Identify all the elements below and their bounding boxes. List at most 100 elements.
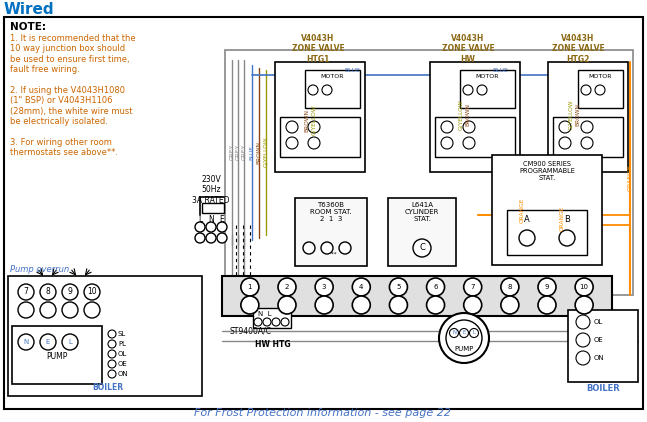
Text: BROWN: BROWN bbox=[575, 103, 580, 127]
Text: N: N bbox=[452, 330, 456, 335]
Circle shape bbox=[18, 284, 34, 300]
Bar bbox=[430, 62, 520, 172]
Text: BLUE: BLUE bbox=[492, 68, 508, 73]
Bar bbox=[578, 70, 623, 108]
Text: ON: ON bbox=[118, 371, 129, 377]
Circle shape bbox=[206, 233, 216, 243]
Bar bbox=[388, 198, 456, 266]
Bar bbox=[553, 117, 623, 157]
Circle shape bbox=[40, 302, 56, 318]
Text: L: L bbox=[68, 339, 72, 345]
Text: N: N bbox=[23, 339, 28, 345]
Text: N  L: N L bbox=[258, 311, 272, 317]
Text: 8: 8 bbox=[508, 284, 512, 290]
Text: MOTOR: MOTOR bbox=[476, 74, 499, 79]
Circle shape bbox=[559, 137, 571, 149]
Text: 4: 4 bbox=[359, 284, 364, 290]
Bar bbox=[492, 155, 602, 265]
Bar bbox=[222, 276, 612, 316]
Circle shape bbox=[389, 296, 408, 314]
Text: 10: 10 bbox=[87, 287, 97, 297]
Text: E: E bbox=[46, 339, 50, 345]
Text: 6: 6 bbox=[433, 284, 438, 290]
Circle shape bbox=[281, 318, 289, 326]
Circle shape bbox=[581, 121, 593, 133]
Circle shape bbox=[62, 334, 78, 350]
Text: V4043H
ZONE VALVE
HW: V4043H ZONE VALVE HW bbox=[442, 34, 494, 64]
Circle shape bbox=[40, 284, 56, 300]
Text: G/YELLOW: G/YELLOW bbox=[263, 137, 269, 167]
Text: BROWN: BROWN bbox=[305, 108, 309, 132]
Text: 8: 8 bbox=[46, 287, 50, 297]
Circle shape bbox=[263, 318, 271, 326]
Text: BLUE: BLUE bbox=[250, 144, 254, 160]
Text: C: C bbox=[419, 243, 425, 252]
Circle shape bbox=[315, 296, 333, 314]
Bar bbox=[12, 326, 102, 384]
Circle shape bbox=[322, 85, 332, 95]
Circle shape bbox=[352, 278, 370, 296]
Circle shape bbox=[308, 85, 318, 95]
Circle shape bbox=[254, 318, 262, 326]
Text: PL: PL bbox=[118, 341, 126, 347]
Text: ORANGE: ORANGE bbox=[560, 206, 565, 231]
Circle shape bbox=[439, 313, 489, 363]
Circle shape bbox=[463, 121, 475, 133]
Text: ST9400A/C: ST9400A/C bbox=[230, 326, 272, 335]
Bar bbox=[253, 308, 291, 328]
Circle shape bbox=[62, 302, 78, 318]
Circle shape bbox=[286, 137, 298, 149]
Circle shape bbox=[278, 296, 296, 314]
Text: A: A bbox=[524, 215, 530, 224]
Text: Wired: Wired bbox=[4, 2, 54, 17]
Circle shape bbox=[40, 334, 56, 350]
Text: OE: OE bbox=[594, 337, 604, 343]
Text: T6360B
ROOM STAT.
2  1  3: T6360B ROOM STAT. 2 1 3 bbox=[310, 202, 352, 222]
Text: 7: 7 bbox=[470, 284, 475, 290]
Circle shape bbox=[108, 350, 116, 358]
Text: 9: 9 bbox=[67, 287, 72, 297]
Bar bbox=[460, 70, 515, 108]
Circle shape bbox=[464, 278, 482, 296]
Text: 1: 1 bbox=[248, 284, 252, 290]
Text: G/YELLOW: G/YELLOW bbox=[569, 100, 573, 130]
Text: HW HTG: HW HTG bbox=[255, 340, 291, 349]
Bar bbox=[275, 62, 365, 172]
Circle shape bbox=[308, 121, 320, 133]
Circle shape bbox=[352, 296, 370, 314]
Circle shape bbox=[576, 351, 590, 365]
Text: SL: SL bbox=[118, 331, 126, 337]
Circle shape bbox=[441, 121, 453, 133]
Circle shape bbox=[470, 328, 479, 338]
Bar bbox=[435, 117, 515, 157]
Circle shape bbox=[195, 222, 205, 232]
Bar bbox=[202, 203, 224, 213]
Text: MOTOR: MOTOR bbox=[588, 74, 612, 79]
Text: ORANGE: ORANGE bbox=[520, 197, 525, 223]
Text: **: ** bbox=[331, 252, 338, 257]
Circle shape bbox=[108, 360, 116, 368]
Bar bbox=[8, 276, 202, 396]
Circle shape bbox=[413, 239, 431, 257]
Text: OL: OL bbox=[594, 319, 603, 325]
Circle shape bbox=[18, 302, 34, 318]
Text: OL: OL bbox=[118, 351, 127, 357]
Text: PUMP: PUMP bbox=[454, 346, 474, 352]
Text: GREY: GREY bbox=[230, 144, 234, 160]
Text: GREY: GREY bbox=[241, 144, 247, 160]
Text: G/YELLOW: G/YELLOW bbox=[311, 105, 316, 135]
Text: Pump overrun: Pump overrun bbox=[10, 265, 69, 274]
Text: V4043H
ZONE VALVE
HTG2: V4043H ZONE VALVE HTG2 bbox=[552, 34, 604, 64]
Text: ORANGE: ORANGE bbox=[628, 165, 633, 191]
Circle shape bbox=[519, 230, 535, 246]
Circle shape bbox=[217, 222, 227, 232]
Text: 10: 10 bbox=[580, 284, 589, 290]
Circle shape bbox=[575, 296, 593, 314]
Text: GREY: GREY bbox=[236, 144, 241, 160]
Circle shape bbox=[315, 278, 333, 296]
Circle shape bbox=[575, 278, 593, 296]
Circle shape bbox=[62, 284, 78, 300]
Circle shape bbox=[108, 370, 116, 378]
Circle shape bbox=[303, 242, 315, 254]
Text: 230V
50Hz
3A RATED: 230V 50Hz 3A RATED bbox=[192, 175, 230, 205]
